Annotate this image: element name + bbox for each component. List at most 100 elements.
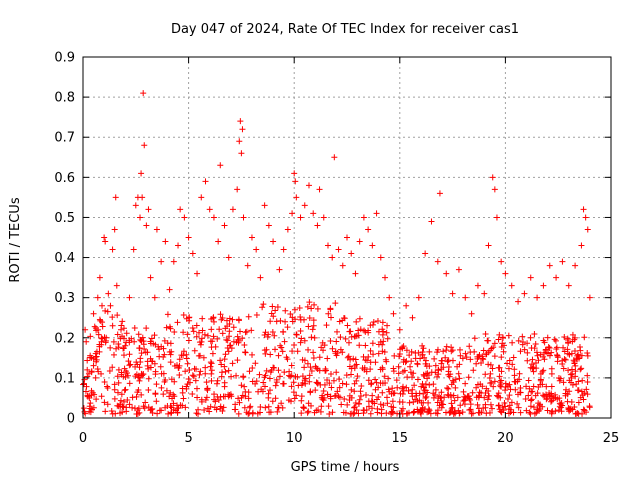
data-point: [98, 338, 105, 345]
data-point: [214, 377, 221, 384]
data-point: [362, 357, 369, 364]
data-point: [84, 366, 91, 373]
data-point: [222, 325, 229, 332]
data-point: [367, 347, 374, 354]
data-points: [80, 90, 593, 417]
data-point: [192, 377, 199, 384]
data-point: [586, 404, 593, 411]
data-point: [560, 365, 567, 372]
y-tick-label: 0.1: [54, 371, 75, 386]
data-point: [110, 338, 117, 345]
data-point: [555, 407, 562, 414]
data-point: [399, 399, 406, 406]
data-point: [80, 405, 87, 412]
data-point: [409, 374, 416, 381]
data-point: [418, 383, 425, 390]
data-point: [88, 369, 95, 376]
data-point: [177, 206, 184, 213]
data-point: [379, 366, 386, 373]
data-point: [334, 388, 341, 395]
data-point: [262, 372, 269, 379]
data-point: [474, 381, 481, 388]
data-point: [396, 353, 403, 360]
data-point: [578, 365, 585, 372]
data-point: [145, 387, 152, 394]
data-point: [496, 373, 503, 380]
data-point: [248, 327, 255, 334]
data-point: [532, 359, 539, 366]
data-point: [383, 410, 390, 417]
data-point: [583, 409, 590, 416]
data-point: [543, 391, 550, 398]
data-point: [163, 324, 170, 331]
data-point: [275, 404, 282, 411]
data-point: [325, 310, 332, 317]
data-point: [92, 354, 99, 361]
data-point: [217, 311, 224, 318]
data-point: [309, 326, 316, 333]
data-point: [291, 170, 298, 177]
data-point: [324, 242, 331, 249]
data-point: [468, 410, 475, 417]
data-point: [291, 395, 298, 402]
data-point: [413, 392, 420, 399]
data-point: [553, 351, 560, 358]
data-point: [209, 338, 216, 345]
data-point: [560, 379, 567, 386]
data-point: [165, 410, 172, 417]
data-point: [397, 346, 404, 353]
data-point: [474, 282, 481, 289]
data-point: [117, 397, 124, 404]
data-point: [361, 407, 368, 414]
data-point: [268, 310, 275, 317]
data-point: [533, 409, 540, 416]
data-point: [544, 334, 551, 341]
data-point: [196, 371, 203, 378]
data-point: [423, 393, 430, 400]
data-point: [245, 395, 252, 402]
data-point: [308, 305, 315, 312]
data-point: [166, 393, 173, 400]
data-point: [564, 350, 571, 357]
data-point: [559, 357, 566, 364]
data-point: [310, 355, 317, 362]
data-point: [561, 333, 568, 340]
data-point: [356, 396, 363, 403]
data-point: [363, 391, 370, 398]
data-point: [83, 383, 90, 390]
data-point: [390, 365, 397, 372]
data-point: [529, 356, 536, 363]
data-point: [198, 194, 205, 201]
data-point: [152, 368, 159, 375]
data-point: [125, 358, 132, 365]
data-point: [468, 310, 475, 317]
data-point: [284, 226, 291, 233]
data-point: [367, 410, 374, 417]
data-point: [358, 382, 365, 389]
data-point: [87, 409, 94, 416]
data-point: [574, 387, 581, 394]
data-point: [243, 409, 250, 416]
x-tick-label: 15: [392, 431, 409, 446]
data-point: [171, 329, 178, 336]
data-point: [399, 368, 406, 375]
data-point: [537, 351, 544, 358]
data-point: [348, 250, 355, 257]
data-point: [545, 343, 552, 350]
y-tick-label: 0.5: [54, 211, 75, 226]
data-point: [332, 350, 339, 357]
data-point: [291, 341, 298, 348]
data-point: [399, 390, 406, 397]
data-point: [174, 319, 181, 326]
data-point: [578, 352, 585, 359]
data-point: [242, 329, 249, 336]
data-point: [481, 394, 488, 401]
data-point: [290, 379, 297, 386]
data-point: [201, 331, 208, 338]
data-point: [515, 298, 522, 305]
data-point: [383, 394, 390, 401]
data-point: [232, 401, 239, 408]
data-point: [524, 340, 531, 347]
data-point: [322, 367, 329, 374]
data-point: [265, 390, 272, 397]
